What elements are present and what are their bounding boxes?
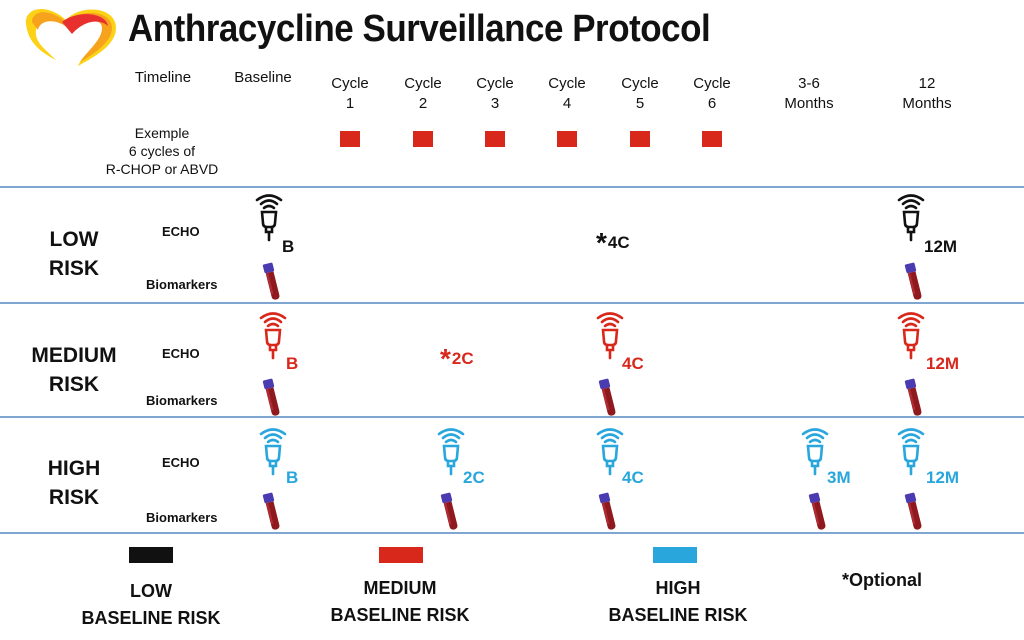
cycle-marker-2	[413, 131, 433, 147]
legend-swatch-low	[129, 547, 173, 563]
blood-tube-icon	[440, 492, 460, 537]
cycle-marker-1	[340, 131, 360, 147]
blood-tube-icon	[904, 378, 924, 423]
page-title: Anthracycline Surveillance Protocol	[128, 8, 711, 50]
blood-tube-icon	[808, 492, 828, 537]
header-cycle-4: Cycle 4	[548, 75, 586, 112]
echo-mark-high-3m: 3M	[827, 468, 851, 487]
echo-mark-medium-12m: 12M	[926, 354, 960, 373]
header-cycle-6: Cycle 6	[693, 75, 731, 112]
legend-low-baseline-risk: LOW BASELINE RISK	[81, 581, 221, 628]
heart-logo	[22, 2, 120, 68]
legend-optional-note: *Optional	[842, 570, 922, 590]
header-cycle-1: Cycle 1	[331, 75, 369, 112]
divider-1	[0, 186, 1024, 188]
blood-tube-icon	[262, 378, 282, 423]
biomarkers-label-high: Biomarkers	[146, 510, 218, 525]
echo-mark-medium-2c: *2C	[440, 343, 474, 374]
cycle-marker-5	[630, 131, 650, 147]
row-label-low-risk: LOW RISK	[48, 228, 100, 280]
echo-label-medium: ECHO	[162, 346, 200, 361]
header-baseline: Baseline	[234, 69, 292, 86]
row-label-medium-risk: MEDIUM RISK	[31, 344, 117, 396]
header-cycle-2: Cycle 2	[404, 75, 442, 112]
legend-swatch-high	[653, 547, 697, 563]
blood-tube-icon	[598, 492, 618, 537]
echo-mark-low-12m: 12M	[924, 237, 958, 256]
header-12-months: 12 Months	[902, 75, 952, 112]
row-label-high-risk: HIGH RISK	[47, 457, 101, 509]
biomarkers-label-low: Biomarkers	[146, 277, 218, 292]
header-cycle-5: Cycle 5	[621, 75, 659, 112]
echo-label-high: ECHO	[162, 455, 200, 470]
cycle-marker-6	[702, 131, 722, 147]
divider-2	[0, 302, 1024, 304]
ultrasound-probe-icon	[896, 194, 926, 249]
echo-mark-high-baseline: B	[286, 468, 299, 487]
ultrasound-probe-icon	[896, 312, 926, 367]
echo-mark-medium-4c: 4C	[622, 354, 644, 373]
header-3-6-months: 3-6 Months	[784, 75, 834, 112]
blood-tube-icon	[904, 262, 924, 307]
blood-tube-icon	[262, 492, 282, 537]
echo-mark-high-12m: 12M	[926, 468, 960, 487]
blood-tube-icon	[262, 262, 282, 307]
echo-mark-high-2c: 2C	[463, 468, 485, 487]
ultrasound-probe-icon	[800, 428, 830, 483]
ultrasound-probe-icon	[595, 428, 625, 483]
ultrasound-probe-icon	[258, 312, 288, 367]
echo-mark-low-baseline: B	[282, 237, 295, 256]
ultrasound-probe-icon	[258, 428, 288, 483]
example-label: Exemple 6 cycles of R-CHOP or ABVD	[105, 125, 219, 177]
cycle-marker-3	[485, 131, 505, 147]
blood-tube-icon	[904, 492, 924, 537]
divider-3	[0, 416, 1024, 418]
blood-tube-icon	[598, 378, 618, 423]
echo-mark-medium-baseline: B	[286, 354, 299, 373]
divider-4	[0, 532, 1024, 534]
echo-mark-low-4c: *4C	[596, 227, 630, 258]
ultrasound-probe-icon	[254, 194, 284, 249]
legend-swatch-medium	[379, 547, 423, 563]
header-timeline: Timeline	[134, 69, 192, 86]
ultrasound-probe-icon	[436, 428, 466, 483]
echo-mark-high-4c: 4C	[622, 468, 644, 487]
biomarkers-label-medium: Biomarkers	[146, 393, 218, 408]
header-cycle-3: Cycle 3	[476, 75, 514, 112]
ultrasound-probe-icon	[896, 428, 926, 483]
legend-medium-baseline-risk: MEDIUM BASELINE RISK	[330, 578, 470, 625]
echo-label-low: ECHO	[162, 224, 200, 239]
ultrasound-probe-icon	[595, 312, 625, 367]
legend-high-baseline-risk: HIGH BASELINE RISK	[608, 578, 748, 625]
cycle-marker-4	[557, 131, 577, 147]
